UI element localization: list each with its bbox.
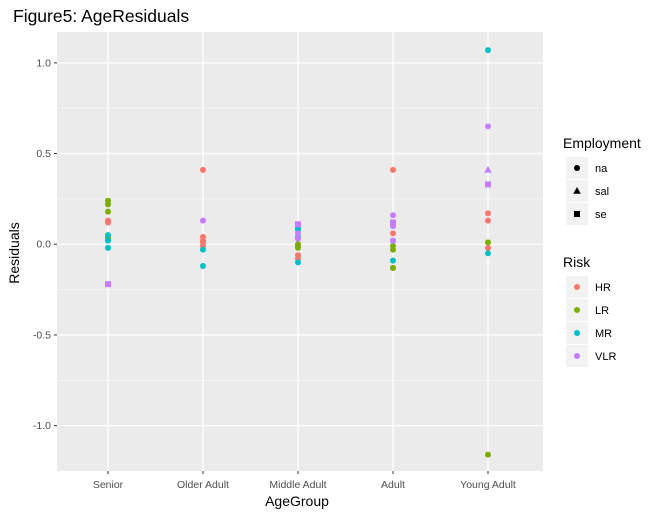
point-lr-young-adult [485,451,491,458]
x-tick-label-adult: Adult [381,479,405,491]
point-hr-young-adult [485,244,491,251]
point-vlr-middle-adult [295,221,301,228]
point-mr-older-adult [200,246,206,253]
point-vlr-senior [105,281,111,288]
point-hr-older-adult [200,166,206,173]
y-axis: 1.0 0.5 0.0 -0.5 -1.0 [33,57,57,432]
legend-lr-dot-icon [574,307,580,313]
point-lr-senior [105,201,111,208]
point-vlr-adult [390,219,396,226]
point-vlr-middle-adult [295,230,301,237]
y-tick-label: -1.0 [33,420,51,432]
point-mr-senior [105,232,111,239]
y-tick-label: 1.0 [36,57,51,69]
point-mr-young-adult [485,250,491,257]
legend-employment-label-se: se [595,209,607,221]
legend-square-icon [574,211,580,217]
legend-triangle-icon [573,187,581,194]
plot-panel [57,32,543,471]
point-vlr-adult [390,212,396,219]
panel-background [57,32,543,471]
point-vlr-young-adult [485,123,491,130]
legend-risk-label-mr: MR [595,328,612,340]
x-axis: Senior Older Adult Middle Adult Adult Young … [93,471,516,491]
point-mr-adult [390,257,396,264]
x-tick-label-young-adult: Young Adult [460,479,516,491]
point-mr-older-adult [200,263,206,270]
x-axis-title: AgeGroup [265,493,329,509]
point-vlr-middle-adult [295,235,301,242]
point-vlr-young-adult [484,165,492,173]
y-tick-label: 0.5 [36,148,51,160]
point-mr-senior [105,237,111,244]
point-hr-young-adult [485,210,491,217]
point-hr-young-adult [485,217,491,224]
point-vlr-adult [390,223,396,230]
legend-employment-label-sal: sal [595,186,609,198]
point-hr-senior [105,219,111,226]
point-lr-adult [390,246,396,253]
y-tick-label: -0.5 [33,329,51,341]
legend-employment: Employment na sal se [563,135,641,225]
x-tick-label-middle-adult: Middle Adult [269,479,326,491]
legend-employment-title: Employment [563,135,641,151]
point-lr-senior [105,208,111,215]
y-axis-title: Residuals [6,222,22,283]
legend-circle-icon [574,165,580,171]
point-lr-middle-adult [295,244,301,251]
legend-risk-label-lr: LR [595,305,609,317]
point-hr-adult [390,230,396,237]
point-vlr-adult [390,237,396,244]
x-tick-label-older-adult: Older Adult [177,479,229,491]
legend-vlr-dot-icon [574,353,580,359]
data-points [105,47,492,458]
point-lr-adult [390,264,396,271]
point-hr-adult [390,166,396,173]
chart-title: Figure5: AgeResiduals [13,6,189,26]
x-tick-label-senior: Senior [93,479,124,491]
legend-mr-dot-icon [574,330,580,336]
legend-risk-label-hr: HR [595,282,611,294]
y-tick-label: 0.0 [36,239,51,251]
legend-risk-title: Risk [563,254,591,270]
point-mr-young-adult [485,47,491,54]
legend-employment-label-na: na [595,163,608,175]
legend-risk-label-vlr: VLR [595,351,616,363]
legend-risk: Risk HR LR MR VLR [563,254,616,367]
point-mr-senior [105,244,111,251]
point-vlr-older-adult [200,217,206,224]
legend-hr-dot-icon [574,284,580,290]
point-lr-young-adult [485,239,491,246]
point-mr-middle-adult [295,259,301,266]
point-vlr-young-adult [485,181,491,188]
